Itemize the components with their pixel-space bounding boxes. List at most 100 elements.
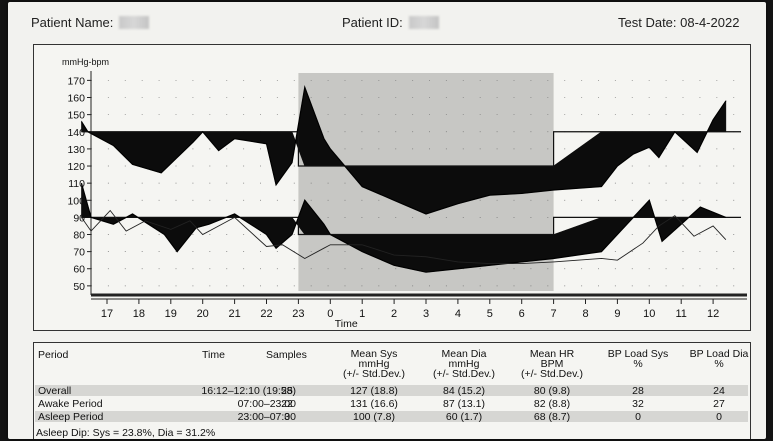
bp-chart-svg: 5060708090100110120130140150160170mmHg-b… bbox=[62, 57, 747, 330]
table-cell-period: Overall bbox=[38, 385, 72, 397]
table-cell-load-sys: 0 bbox=[635, 411, 641, 423]
table-cell-dia: 84 (15.2) bbox=[442, 385, 486, 397]
y-tick-label: 140 bbox=[67, 127, 85, 139]
y-tick-label: 130 bbox=[67, 144, 85, 156]
systolic-threshold-line bbox=[81, 131, 741, 167]
table-cell-dia: 87 (13.1) bbox=[442, 398, 486, 410]
x-tick-label: 2 bbox=[391, 308, 397, 320]
patient-name: Patient Name: bbox=[31, 15, 150, 30]
col-hr-l3: (+/- Std.Dev.) bbox=[521, 368, 583, 380]
systolic-line bbox=[80, 84, 727, 215]
col-sys-l1: Mean Sys bbox=[350, 348, 398, 360]
col-dia-l1: Mean Dia bbox=[441, 348, 487, 360]
report-page: Patient Name: Patient ID: Test Date: 08-… bbox=[8, 2, 766, 439]
table-cell-period: Awake Period bbox=[38, 398, 103, 410]
x-tick-label: 8 bbox=[582, 308, 588, 320]
y-tick-label: 60 bbox=[73, 264, 85, 276]
table-cell-load-sys: 28 bbox=[632, 385, 644, 397]
table-cell-dia: 60 (1.7) bbox=[445, 411, 483, 423]
redacted-name bbox=[119, 16, 150, 29]
col-load-sys-l1: BP Load Sys bbox=[607, 348, 669, 360]
x-tick-label: 5 bbox=[487, 308, 493, 320]
y-tick-label: 160 bbox=[67, 93, 85, 105]
x-tick-label: 18 bbox=[133, 308, 145, 320]
test-date: Test Date: 08-4-2022 bbox=[618, 15, 739, 30]
x-tick-label: 0 bbox=[327, 308, 333, 320]
col-time: Time bbox=[202, 349, 225, 361]
col-dia-l3: (+/- Std.Dev.) bbox=[433, 368, 495, 380]
patient-id: Patient ID: bbox=[342, 15, 439, 30]
table-cell-samples: 22 bbox=[281, 398, 293, 410]
table-cell-hr: 80 (9.8) bbox=[533, 385, 571, 397]
x-tick-label: 17 bbox=[101, 308, 113, 320]
x-tick-label: 21 bbox=[228, 308, 240, 320]
table-cell-period: Asleep Period bbox=[38, 411, 104, 423]
table-cell-load-sys: 32 bbox=[632, 398, 644, 410]
y-axis-label: mmHg-bpm bbox=[62, 57, 109, 67]
x-tick-label: 23 bbox=[292, 308, 304, 320]
patient-name-label: Patient Name: bbox=[31, 15, 114, 30]
x-tick-label: 6 bbox=[519, 308, 525, 320]
table-cell-load-dia: 27 bbox=[713, 398, 725, 410]
table-cell-load-dia: 0 bbox=[716, 411, 722, 423]
col-sys-l2: mmHg bbox=[358, 358, 390, 370]
y-tick-label: 70 bbox=[73, 247, 85, 259]
table-cell-hr: 68 (8.7) bbox=[533, 411, 571, 423]
table-cell-load-dia: 24 bbox=[713, 385, 725, 397]
col-hr: Mean HR BPM (+/- Std.Dev.) bbox=[512, 348, 592, 380]
x-tick-label: 11 bbox=[675, 308, 686, 320]
col-dia-l2: mmHg bbox=[448, 358, 480, 370]
bp-chart: 50 60 70 80 90 100 110 120 130 140 150 160 170 mmHg-b… bbox=[33, 44, 751, 331]
test-date-label: Test Date: bbox=[618, 15, 677, 30]
col-samples: Samples bbox=[266, 349, 307, 361]
x-tick-label: 1 bbox=[359, 308, 365, 320]
col-load-sys-l2: % bbox=[633, 358, 643, 370]
y-tick-label: 80 bbox=[73, 230, 85, 242]
x-tick-label: 22 bbox=[260, 308, 272, 320]
col-hr-l2: BPM bbox=[540, 358, 564, 370]
row-shade-asleep bbox=[35, 411, 748, 422]
y-tick-label: 90 bbox=[73, 212, 85, 224]
x-tick-label: 7 bbox=[551, 308, 557, 320]
col-sys: Mean Sys mmHg (+/- Std.Dev.) bbox=[334, 348, 414, 380]
x-tick-label: 12 bbox=[707, 308, 719, 320]
y-tick-label: 110 bbox=[68, 178, 85, 190]
patient-id-label: Patient ID: bbox=[342, 15, 403, 30]
table-cell-hr: 82 (8.8) bbox=[533, 398, 571, 410]
col-period: Period bbox=[38, 349, 69, 361]
y-tick-label: 120 bbox=[67, 161, 85, 173]
diastolic-line bbox=[80, 182, 727, 273]
y-tick-label: 150 bbox=[67, 110, 85, 122]
col-load-dia-l2: % bbox=[714, 358, 724, 370]
table-cell-sys: 131 (16.6) bbox=[350, 398, 398, 410]
test-date-value: 08-4-2022 bbox=[680, 15, 740, 30]
heart-rate-line bbox=[81, 209, 727, 265]
table-cell-time: 23:00–07:00 bbox=[237, 411, 296, 423]
col-sys-l3: (+/- Std.Dev.) bbox=[343, 368, 405, 380]
diastolic-threshold-line bbox=[81, 216, 741, 236]
table-cell-sys: 100 (7.8) bbox=[352, 411, 396, 423]
col-load-sys: BP Load Sys % bbox=[600, 348, 676, 370]
x-tick-label: 20 bbox=[197, 308, 209, 320]
x-tick-label: 3 bbox=[423, 308, 429, 320]
table-cell-samples: 3 bbox=[284, 411, 290, 423]
row-shade-overall bbox=[35, 385, 748, 396]
x-tick-label: 10 bbox=[643, 308, 655, 320]
y-tick-label: 100 bbox=[67, 195, 85, 207]
table-cell-sys: 127 (18.8) bbox=[350, 385, 398, 397]
summary-table: Period Time Samples Mean Sys mmHg (+/- S… bbox=[33, 342, 751, 439]
x-axis-label: Time bbox=[335, 318, 358, 330]
y-tick-label: 50 bbox=[73, 281, 85, 293]
col-hr-l1: Mean HR bbox=[529, 348, 575, 360]
table-cell-samples: 25 bbox=[281, 385, 293, 397]
x-tick-label: 9 bbox=[614, 308, 620, 320]
redacted-id bbox=[408, 16, 439, 29]
col-load-dia: BP Load Dia % bbox=[684, 349, 754, 370]
y-tick-label: 170 bbox=[67, 75, 85, 87]
asleep-dip-summary: Asleep Dip: Sys = 23.8%, Dia = 31.2% bbox=[36, 427, 216, 439]
x-tick-label: 19 bbox=[165, 308, 177, 320]
table-cell-time: 07:00–23:00 bbox=[237, 398, 296, 410]
col-dia: Mean Dia mmHg (+/- Std.Dev.) bbox=[424, 348, 504, 380]
table-cell-time: 16:12–12:10 (19:58) bbox=[201, 385, 296, 397]
x-tick-label: 4 bbox=[455, 308, 461, 320]
